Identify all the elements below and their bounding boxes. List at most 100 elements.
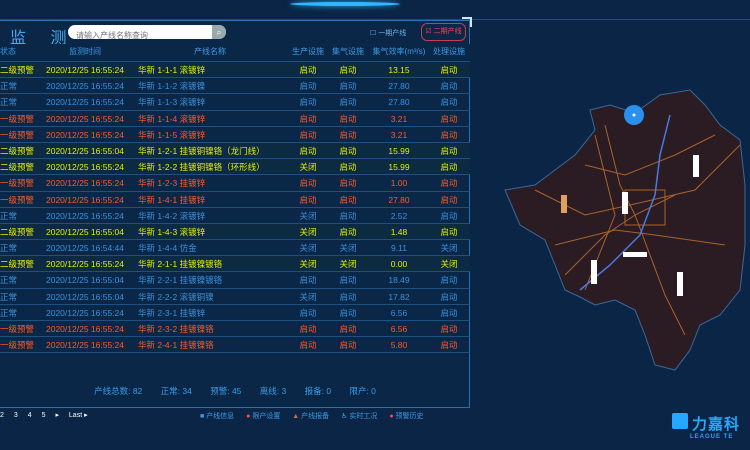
cell-eff: 13.15	[388, 65, 410, 75]
cell-name: 华新 1-2-3 挂镀锌	[138, 178, 206, 189]
cell-status: 正常	[0, 291, 18, 302]
cell-prod: 关闭	[299, 226, 317, 237]
cell-eff: 9.11	[391, 243, 407, 254]
cell-status: 二级预警	[0, 65, 35, 75]
col-time: 监测时间	[69, 47, 101, 56]
cell-time: 2020/12/25 16:55:24	[46, 97, 124, 108]
cell-time: 2020/12/25 16:54:44	[46, 243, 124, 254]
cell-name: 华新 1-1-2 滚镀镍	[138, 81, 206, 92]
table-row[interactable]: 二级预警 2020/12/25 16:55:04 华新 1-2-1 挂镀铜镍铬（龙门…	[0, 142, 470, 160]
table-row[interactable]: 正常 2020/12/25 16:55:24 华新 1-4-2 滚镀锌 关闭 启动 2.5…	[0, 208, 470, 224]
cell-prod: 启动	[299, 340, 317, 351]
cell-treat: 启动	[440, 210, 458, 221]
cell-prod: 启动	[299, 307, 317, 318]
table-row[interactable]: 正常 2020/12/25 16:55:24 华新 1-1-2 滚镀镍 启动 启动 27.…	[0, 78, 470, 95]
table-row[interactable]: 二级预警 2020/12/25 16:55:24 华新 1-2-2 挂镀铜镍铬（环形…	[0, 159, 470, 176]
phase2-label: 二期产线	[433, 28, 462, 35]
cell-eff: 0.00	[390, 259, 408, 270]
table-row[interactable]: 一级预警 2020/12/25 16:55:24 华新 1-1-5 滚镀锌 启动 启动 3…	[0, 127, 470, 143]
cell-prod: 关闭	[299, 259, 317, 270]
legend-realtime[interactable]: ♿ 实时工况	[341, 413, 378, 420]
cell-treat: 启动	[440, 194, 458, 205]
cell-name: 华新 1-2-1 挂镀铜镍铬（龙门线）	[138, 145, 265, 156]
table-row[interactable]: 正常 2020/12/25 16:55:24 华新 1-1-3 滚镀锌 启动 启动 27.…	[0, 94, 470, 111]
cell-treat: 启动	[440, 307, 458, 318]
cell-gas: 关闭	[339, 243, 357, 254]
table-row[interactable]: 二级预警 2020/12/25 16:55:24 华新 2-1-1 挂镀镍镀铬 关闭 关…	[0, 256, 470, 273]
legend-limit[interactable]: ● 限产设置	[246, 413, 281, 420]
cell-gas: 启动	[339, 226, 357, 237]
page-2[interactable]: 2	[0, 412, 4, 419]
summary-normal: 正常: 34	[160, 386, 192, 396]
table-row[interactable]: 二级预警 2020/12/25 16:55:24 华新 1-1-1 滚镀锌 启动 启动 1…	[0, 62, 470, 79]
phase1-label: 一期产线	[378, 30, 407, 37]
cell-status: 正常	[0, 275, 18, 286]
cell-eff: 17.82	[388, 291, 410, 302]
cell-status: 一级预警	[0, 340, 35, 351]
summary-stopped: 限产: 0	[349, 386, 376, 396]
cell-eff: 5.80	[390, 340, 408, 351]
cell-eff: 18.49	[388, 275, 410, 286]
cell-gas: 启动	[339, 324, 357, 334]
cell-gas: 启动	[339, 178, 357, 189]
table-row[interactable]: 一级预警 2020/12/25 16:55:24 华新 1-4-1 挂镀锌 启动 启动 2…	[0, 192, 470, 208]
cell-name: 华新 1-2-2 挂镀铜镍铬（环形线）	[138, 162, 265, 173]
panel-title: 监 测	[10, 30, 77, 47]
cell-name: 华新 2-2-1 挂镀镍镀铬	[138, 275, 223, 286]
cell-gas: 启动	[339, 162, 357, 173]
cell-eff: 27.80	[388, 194, 410, 205]
legend-report-label: 产线报备	[301, 413, 330, 420]
cell-prod: 启动	[299, 113, 317, 124]
cell-status: 正常	[0, 210, 18, 221]
cell-prod: 启动	[299, 81, 317, 92]
page-3[interactable]: 3	[13, 412, 18, 419]
table-row[interactable]: 正常 2020/12/25 16:55:04 华新 2-2-1 挂镀镍镀铬 启动 启动 1…	[0, 272, 470, 289]
cell-prod: 启动	[299, 275, 317, 286]
cell-prod: 关闭	[299, 210, 317, 221]
cell-treat: 启动	[440, 129, 458, 140]
search-icon[interactable]: ⌕	[212, 25, 226, 39]
panel-corner	[462, 17, 472, 27]
page-4[interactable]: 4	[27, 412, 32, 419]
cell-time: 2020/12/25 16:55:04	[46, 145, 124, 156]
table-row[interactable]: 正常 2020/12/25 16:54:44 华新 1-4-4 仿金 关闭 关闭 9.11…	[0, 240, 470, 257]
legend-report[interactable]: ▲ 产线报备	[292, 413, 330, 420]
summary-standby: 报备: 0	[304, 386, 332, 396]
table-row[interactable]: 正常 2020/12/25 16:55:04 华新 2-2-2 滚镀铜镍 关闭 启动 17…	[0, 289, 470, 305]
table-row[interactable]: 一级预警 2020/12/25 16:55:24 华新 1-2-3 挂镀锌 启动 启动 1…	[0, 175, 470, 192]
legend-info[interactable]: ■ 产线信息	[200, 413, 235, 420]
page-5[interactable]: 5	[41, 412, 46, 419]
cell-name: 华新 1-4-4 仿金	[138, 243, 197, 254]
next-page[interactable]: ▸	[55, 412, 59, 419]
monitor-panel	[0, 20, 470, 408]
cell-eff: 27.80	[388, 97, 410, 108]
cell-status: 一级预警	[0, 324, 35, 334]
cell-treat: 启动	[440, 340, 458, 351]
cell-name: 华新 2-3-2 挂镀镍铬	[138, 324, 214, 334]
legend-history[interactable]: ● 预警历史	[389, 413, 424, 420]
legend-realtime-label: 实时工况	[349, 413, 378, 420]
location-pin-dot	[632, 113, 636, 117]
cell-prod: 启动	[299, 129, 317, 140]
table-row[interactable]: 二级预警 2020/12/25 16:55:04 华新 1-4-3 滚镀锌 关闭 启动 1…	[0, 223, 470, 241]
region-map[interactable]	[495, 75, 750, 375]
cell-name: 华新 1-1-5 滚镀锌	[138, 129, 206, 140]
cell-name: 华新 2-2-2 滚镀铜镍	[138, 291, 214, 302]
cell-name: 华新 1-4-3 滚镀锌	[138, 226, 206, 237]
search-box: ⌕	[68, 25, 226, 39]
search-input[interactable]	[68, 28, 204, 39]
table-row[interactable]: 正常 2020/12/25 16:55:24 华新 2-3-1 挂镀锌 启动 启动 6.5…	[0, 305, 470, 321]
table-row[interactable]: 一级预警 2020/12/25 16:55:24 华新 2-3-2 挂镀镍铬 启动 启动…	[0, 321, 470, 338]
phase1-checkbox[interactable]: ☐ 一期产线	[370, 30, 407, 37]
table-row[interactable]: 一级预警 2020/12/25 16:55:24 华新 1-1-4 滚镀锌 启动 启动 3…	[0, 111, 470, 127]
cell-gas: 启动	[339, 291, 357, 302]
cell-treat: 启动	[440, 275, 458, 286]
cell-time: 2020/12/25 16:55:24	[46, 210, 124, 221]
last-page[interactable]: Last ▸	[68, 412, 88, 419]
table-row[interactable]: 一级预警 2020/12/25 16:55:24 华新 2-4-1 挂镀镍铬 启动 启动…	[0, 337, 470, 354]
cell-eff: 1.48	[390, 226, 408, 237]
cell-prod: 启动	[299, 324, 317, 334]
cell-gas: 启动	[339, 307, 357, 318]
cell-time: 2020/12/25 16:55:24	[46, 307, 124, 318]
phase2-checkbox[interactable]: ☑ 二期产线	[421, 23, 466, 41]
